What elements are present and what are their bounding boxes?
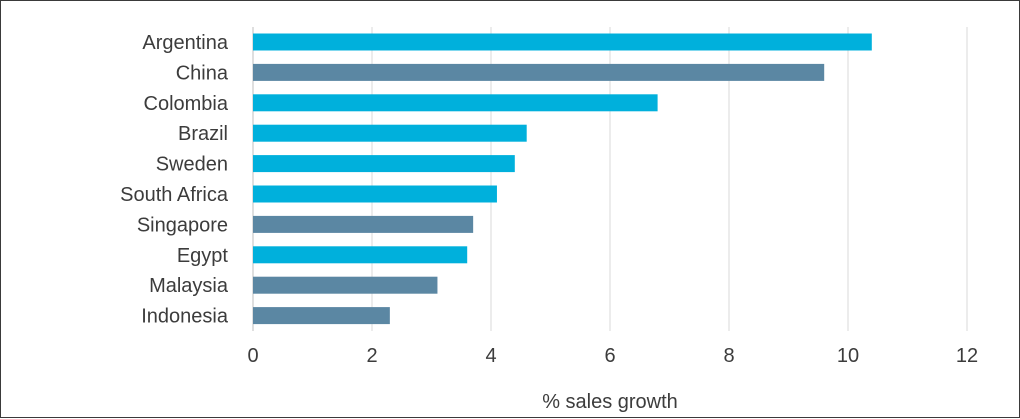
bar-malaysia [253, 276, 438, 294]
category-label: Sweden [156, 154, 228, 176]
category-label: Egypt [177, 245, 229, 267]
bar-argentina [253, 33, 872, 51]
bar-brazil [253, 124, 527, 142]
category-label: Colombia [144, 93, 229, 115]
category-label: China [176, 62, 229, 84]
category-label: Argentina [142, 32, 228, 54]
category-label: South Africa [120, 184, 229, 206]
category-label: Singapore [137, 214, 228, 236]
x-tick-label: 12 [956, 345, 978, 367]
x-tick-labels: 0 2 4 6 8 10 12 [247, 345, 978, 367]
x-tick-label: 4 [485, 345, 496, 367]
category-labels: Argentina China Colombia Brazil Sweden South … [120, 32, 229, 328]
x-axis-title: % sales growth [542, 391, 678, 413]
category-label: Malaysia [149, 275, 229, 297]
bar-south-africa [253, 185, 497, 203]
category-label: Indonesia [141, 306, 229, 328]
x-tick-label: 2 [366, 345, 377, 367]
bar-singapore [253, 215, 474, 233]
bar-colombia [253, 94, 658, 112]
category-label: Brazil [178, 123, 228, 145]
bar-egypt [253, 246, 468, 264]
bar-china [253, 63, 825, 81]
x-tick-label: 8 [723, 345, 734, 367]
bar-sweden [253, 155, 515, 173]
x-tick-label: 6 [604, 345, 615, 367]
bars [253, 33, 872, 325]
bar-indonesia [253, 307, 390, 325]
x-tick-label: 10 [837, 345, 859, 367]
x-tick-label: 0 [247, 345, 258, 367]
